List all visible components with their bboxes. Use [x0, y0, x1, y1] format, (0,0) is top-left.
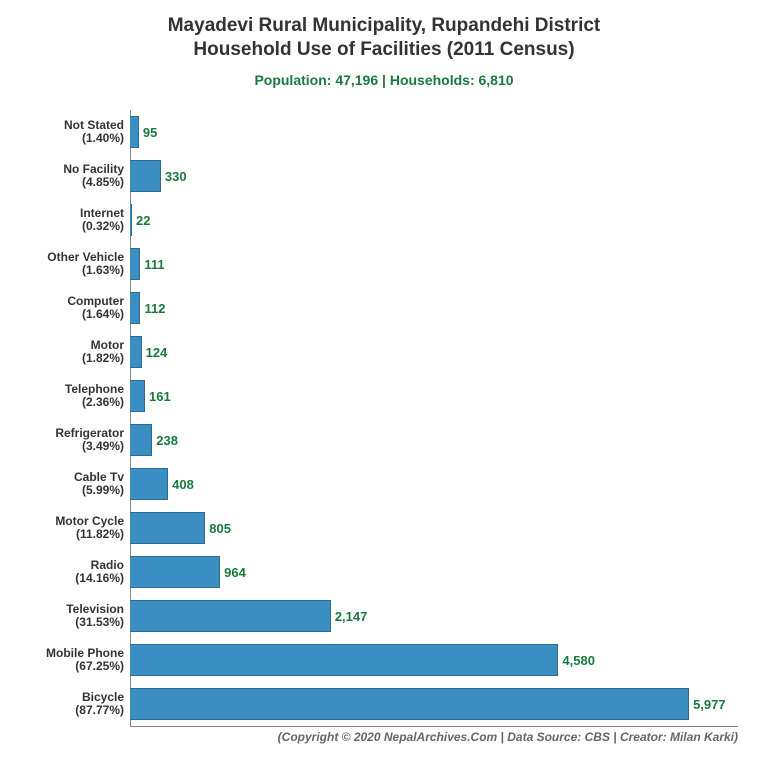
value-label: 330	[161, 169, 187, 184]
value-label: 111	[140, 257, 164, 272]
chart-row: Motor(1.82%) 124	[20, 330, 738, 374]
bar	[130, 424, 152, 456]
chart-row: No Facility(4.85%) 330	[20, 154, 738, 198]
bar-region: 964	[130, 550, 738, 594]
value-label: 805	[205, 521, 231, 536]
chart-row: Telephone(2.36%) 161	[20, 374, 738, 418]
value-label: 2,147	[331, 609, 368, 624]
bar-region: 330	[130, 154, 738, 198]
chart-row: Other Vehicle(1.63%) 111	[20, 242, 738, 286]
chart-row: Mobile Phone(67.25%) 4,580	[20, 638, 738, 682]
x-axis-line	[130, 726, 738, 727]
category-label: Motor Cycle(11.82%)	[20, 515, 130, 541]
value-label: 5,977	[689, 697, 726, 712]
value-label: 124	[142, 345, 168, 360]
bar-region: 22	[130, 198, 738, 242]
category-label: Cable Tv(5.99%)	[20, 471, 130, 497]
bar-region: 111	[130, 242, 738, 286]
bar-region: 95	[130, 110, 738, 154]
category-label: Mobile Phone(67.25%)	[20, 647, 130, 673]
bar	[130, 512, 205, 544]
category-label: Bicycle(87.77%)	[20, 691, 130, 717]
bar-region: 4,580	[130, 638, 738, 682]
category-label: Refrigerator(3.49%)	[20, 427, 130, 453]
category-label: Not Stated(1.40%)	[20, 119, 130, 145]
category-label: Internet(0.32%)	[20, 207, 130, 233]
chart-row: Radio(14.16%) 964	[20, 550, 738, 594]
chart-row: Cable Tv(5.99%) 408	[20, 462, 738, 506]
category-label: Telephone(2.36%)	[20, 383, 130, 409]
chart-row: Internet(0.32%)22	[20, 198, 738, 242]
chart-footer: (Copyright © 2020 NepalArchives.Com | Da…	[0, 730, 738, 744]
category-label: Radio(14.16%)	[20, 559, 130, 585]
value-label: 238	[152, 433, 178, 448]
category-label: Motor(1.82%)	[20, 339, 130, 365]
chart-row: Not Stated(1.40%) 95	[20, 110, 738, 154]
category-label: Computer(1.64%)	[20, 295, 130, 321]
value-label: 22	[132, 213, 150, 228]
title-line-1: Mayadevi Rural Municipality, Rupandehi D…	[168, 15, 601, 36]
bar-region: 112	[130, 286, 738, 330]
bar	[130, 292, 140, 324]
bar	[130, 556, 220, 588]
bar	[130, 688, 689, 720]
bar-region: 408	[130, 462, 738, 506]
bar	[130, 160, 161, 192]
category-label: Other Vehicle(1.63%)	[20, 251, 130, 277]
value-label: 112	[140, 301, 165, 316]
bar-region: 5,977	[130, 682, 738, 726]
title-line-2: Household Use of Facilities (2011 Census…	[193, 39, 574, 60]
category-label: No Facility(4.85%)	[20, 163, 130, 189]
chart-subtitle: Population: 47,196 | Households: 6,810	[0, 62, 768, 88]
bar-region: 238	[130, 418, 738, 462]
category-label: Television(31.53%)	[20, 603, 130, 629]
value-label: 4,580	[558, 653, 595, 668]
bar	[130, 116, 139, 148]
bar-region: 2,147	[130, 594, 738, 638]
chart-row: Refrigerator(3.49%) 238	[20, 418, 738, 462]
bar	[130, 468, 168, 500]
chart-row: Television(31.53%) 2,147	[20, 594, 738, 638]
value-label: 408	[168, 477, 194, 492]
chart-title: Mayadevi Rural Municipality, Rupandehi D…	[0, 0, 768, 62]
value-label: 964	[220, 565, 246, 580]
value-label: 95	[139, 125, 157, 140]
bar	[130, 248, 140, 280]
chart-plot-area: Not Stated(1.40%) 95 No Facility(4.85%) 330…	[20, 110, 738, 726]
bar-region: 805	[130, 506, 738, 550]
value-label: 161	[145, 389, 171, 404]
chart-row: Bicycle(87.77%) 5,977	[20, 682, 738, 726]
bar	[130, 380, 145, 412]
bar-region: 161	[130, 374, 738, 418]
chart-row: Computer(1.64%) 112	[20, 286, 738, 330]
bar-region: 124	[130, 330, 738, 374]
bar	[130, 600, 331, 632]
chart-row: Motor Cycle(11.82%) 805	[20, 506, 738, 550]
bar	[130, 644, 558, 676]
bar	[130, 336, 142, 368]
